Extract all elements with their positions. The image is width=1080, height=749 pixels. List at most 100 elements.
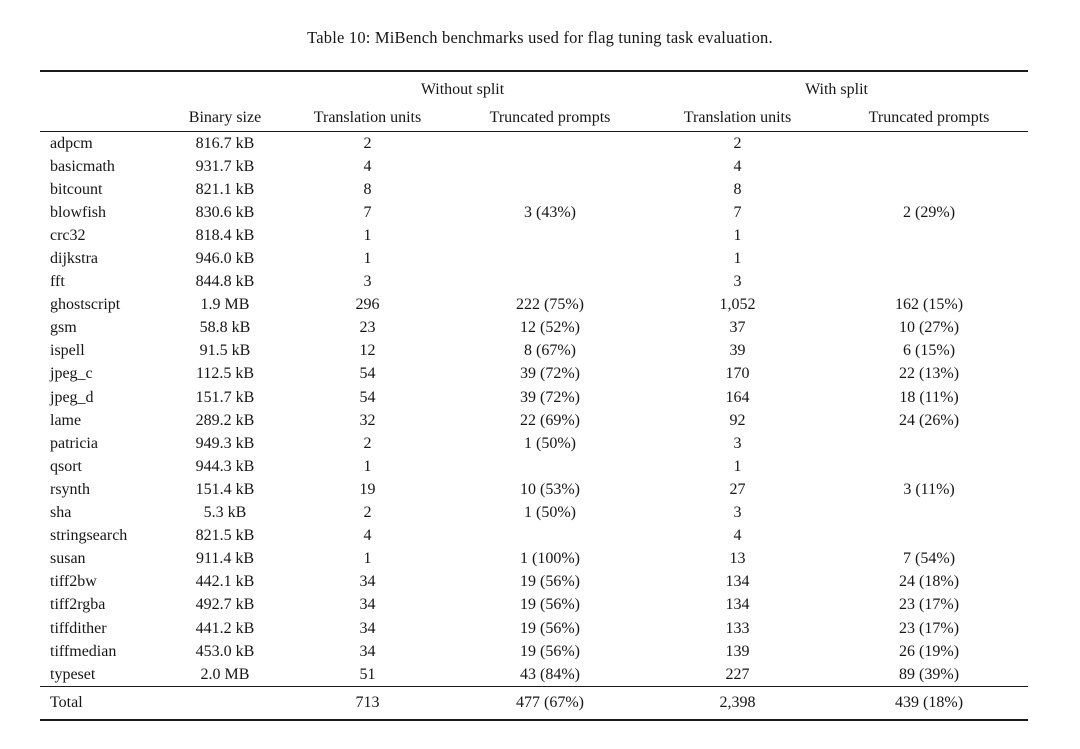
translation-units-without-cell: 54 — [359, 365, 376, 383]
translation-units-without-cell: 1 — [363, 226, 372, 244]
column-header-translation-units-with: Translation units — [683, 109, 792, 126]
translation-units-with-cell: 133 — [725, 619, 750, 637]
truncated-prompts-with-cell: 18 (11%) — [899, 388, 959, 406]
table-row: tiff2bw 442.1 kB 34 19 (56%) 134 24 (18%) — [40, 571, 1028, 594]
translation-units-with-cell: 8 — [733, 180, 742, 198]
benchmark-name-cell: blowfish — [50, 203, 106, 221]
benchmark-name-cell: sha — [50, 504, 72, 522]
translation-units-with-cell: 39 — [729, 342, 746, 360]
table-row: susan 911.4 kB 1 1 (100%) 13 7 (54%) — [40, 548, 1028, 571]
truncated-prompts-with-cell: 3 (11%) — [903, 480, 955, 498]
benchmark-name-cell: patricia — [50, 434, 98, 452]
truncated-prompts-with-cell: 10 (27%) — [899, 319, 960, 337]
translation-units-with-cell: 2 — [733, 134, 742, 152]
truncated-prompts-with-cell — [830, 132, 1028, 156]
column-header-benchmark — [40, 105, 170, 132]
column-header-binary-size: Binary size — [188, 109, 262, 126]
table-row: sha 5.3 kB 2 1 (50%) 3 — [40, 502, 1028, 525]
translation-units-with-cell: 134 — [725, 573, 750, 591]
truncated-prompts-with-cell: 89 (39%) — [899, 665, 960, 683]
table-row: tiffmedian 453.0 kB 34 19 (56%) 139 26 (19%) — [40, 640, 1028, 663]
translation-units-with-cell: 37 — [729, 319, 746, 337]
truncated-prompts-with-cell — [830, 247, 1028, 270]
table-row: crc32 818.4 kB 1 1 — [40, 224, 1028, 247]
group-header-without-split: Without split — [420, 81, 505, 98]
binary-size-cell: 151.4 kB — [195, 480, 255, 498]
binary-size-cell: 821.1 kB — [195, 180, 255, 198]
group-header-spacer — [170, 71, 280, 105]
group-header-row: Without split With split — [40, 71, 1028, 105]
benchmark-name-cell: crc32 — [50, 226, 86, 244]
translation-units-without-cell: 1 — [363, 457, 372, 475]
binary-size-cell: 821.5 kB — [195, 527, 255, 545]
translation-units-without-cell: 32 — [359, 411, 376, 429]
truncated-prompts-without-cell — [455, 247, 645, 270]
binary-size-cell: 58.8 kB — [199, 319, 251, 337]
benchmark-name-cell: adpcm — [50, 134, 93, 152]
table-body: adpcm 816.7 kB 2 2 basicmath 931.7 kB 4 4 bitcou… — [40, 132, 1028, 687]
table-row: rsynth 151.4 kB 19 10 (53%) 27 3 (11%) — [40, 478, 1028, 501]
total-truncated-prompts-with-cell: 439 (18%) — [895, 694, 964, 712]
truncated-prompts-with-cell: 2 (29%) — [903, 203, 956, 221]
translation-units-without-cell: 3 — [363, 273, 372, 291]
translation-units-without-cell: 7 — [363, 203, 372, 221]
table-row: blowfish 830.6 kB 7 3 (43%) 7 2 (29%) — [40, 201, 1028, 224]
table-row: gsm 58.8 kB 23 12 (52%) 37 10 (27%) — [40, 317, 1028, 340]
binary-size-cell: 289.2 kB — [195, 411, 255, 429]
table-caption: Table 10: MiBench benchmarks used for fl… — [307, 28, 773, 47]
translation-units-without-cell: 2 — [363, 134, 372, 152]
table-row: ispell 91.5 kB 12 8 (67%) 39 6 (15%) — [40, 340, 1028, 363]
table-row: lame 289.2 kB 32 22 (69%) 92 24 (26%) — [40, 409, 1028, 432]
table-header: Without split With split Binary size Tra… — [40, 71, 1029, 132]
translation-units-with-cell: 4 — [733, 527, 742, 545]
translation-units-without-cell: 1 — [363, 250, 372, 268]
benchmark-name-cell: lame — [50, 411, 82, 429]
table-row: typeset 2.0 MB 51 43 (84%) 227 89 (39%) — [40, 663, 1028, 687]
benchmark-name-cell: ghostscript — [50, 296, 121, 314]
translation-units-with-cell: 139 — [725, 642, 750, 660]
column-header-row: Binary size Translation units Truncated … — [40, 105, 1028, 132]
truncated-prompts-without-cell: 12 (52%) — [520, 319, 580, 337]
translation-units-without-cell: 19 — [359, 480, 376, 498]
table-row: basicmath 931.7 kB 4 4 — [40, 155, 1028, 178]
binary-size-cell: 2.0 MB — [200, 665, 250, 683]
truncated-prompts-without-cell — [455, 224, 645, 247]
benchmark-name-cell: typeset — [50, 665, 96, 683]
binary-size-cell: 911.4 kB — [195, 550, 255, 568]
truncated-prompts-without-cell: 19 (56%) — [520, 642, 580, 660]
total-translation-units-without-cell: 713 — [355, 694, 380, 712]
table-row: adpcm 816.7 kB 2 2 — [40, 132, 1028, 156]
translation-units-without-cell: 4 — [363, 157, 372, 175]
binary-size-cell: 492.7 kB — [195, 596, 255, 614]
translation-units-with-cell: 227 — [725, 665, 750, 683]
column-header-translation-units-without: Translation units — [313, 109, 422, 126]
truncated-prompts-with-cell: 24 (18%) — [899, 573, 960, 591]
binary-size-cell: 442.1 kB — [195, 573, 255, 591]
binary-size-cell: 816.7 kB — [195, 134, 255, 152]
table-footer: Total 713 477 (67%) 2,398 439 (18%) — [40, 686, 1029, 721]
benchmark-name-cell: fft — [50, 273, 65, 291]
total-row: Total 713 477 (67%) 2,398 439 (18%) — [40, 687, 1028, 721]
binary-size-cell: 91.5 kB — [199, 342, 251, 360]
truncated-prompts-without-cell: 10 (53%) — [520, 480, 580, 498]
translation-units-without-cell: 1 — [363, 550, 372, 568]
translation-units-with-cell: 92 — [729, 411, 746, 429]
translation-units-without-cell: 34 — [359, 642, 376, 660]
truncated-prompts-without-cell: 1 (50%) — [524, 434, 576, 452]
truncated-prompts-with-cell: 22 (13%) — [899, 365, 960, 383]
truncated-prompts-without-cell — [455, 455, 645, 478]
truncated-prompts-with-cell — [830, 224, 1028, 247]
table-row: tiffdither 441.2 kB 34 19 (56%) 133 23 (17%) — [40, 617, 1028, 640]
translation-units-without-cell: 34 — [359, 573, 376, 591]
truncated-prompts-without-cell: 19 (56%) — [520, 596, 580, 614]
translation-units-with-cell: 164 — [725, 388, 750, 406]
translation-units-with-cell: 170 — [725, 365, 750, 383]
truncated-prompts-without-cell: 3 (43%) — [524, 203, 576, 221]
truncated-prompts-with-cell: 26 (19%) — [899, 642, 960, 660]
translation-units-with-cell: 27 — [729, 480, 746, 498]
truncated-prompts-without-cell: 39 (72%) — [520, 365, 580, 383]
truncated-prompts-with-cell — [830, 502, 1028, 525]
table-row: jpeg_c 112.5 kB 54 39 (72%) 170 22 (13%) — [40, 363, 1028, 386]
translation-units-without-cell: 2 — [363, 504, 372, 522]
truncated-prompts-without-cell: 19 (56%) — [520, 573, 580, 591]
